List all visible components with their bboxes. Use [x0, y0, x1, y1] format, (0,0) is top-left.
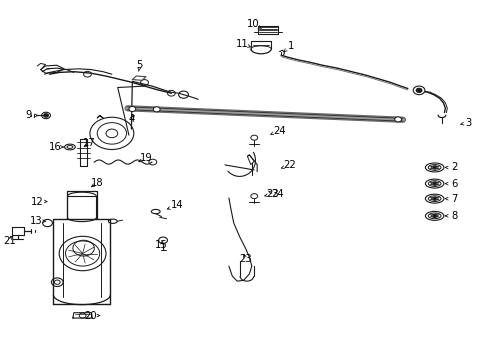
- Text: 9: 9: [26, 111, 32, 121]
- Circle shape: [415, 88, 421, 93]
- Text: 7: 7: [450, 194, 456, 204]
- Text: 2: 2: [450, 162, 456, 172]
- Text: 21: 21: [3, 236, 16, 246]
- Text: 4: 4: [128, 114, 134, 124]
- Text: 17: 17: [83, 139, 96, 148]
- Circle shape: [394, 117, 401, 122]
- Text: 5: 5: [136, 60, 142, 70]
- Circle shape: [43, 114, 48, 117]
- Text: 23: 23: [239, 254, 251, 264]
- Text: 10: 10: [246, 19, 259, 29]
- Circle shape: [153, 107, 160, 112]
- Text: 15: 15: [155, 240, 168, 250]
- Text: 24: 24: [273, 126, 285, 135]
- Text: 1: 1: [287, 41, 293, 50]
- Text: 23: 23: [266, 189, 279, 199]
- Circle shape: [432, 182, 436, 185]
- Circle shape: [432, 215, 436, 217]
- Text: 12: 12: [31, 197, 43, 207]
- Text: 24: 24: [271, 189, 284, 199]
- Text: 11: 11: [235, 39, 248, 49]
- Text: 8: 8: [450, 211, 456, 221]
- Text: 22: 22: [283, 160, 295, 170]
- Text: 18: 18: [91, 178, 103, 188]
- Text: 14: 14: [170, 200, 183, 210]
- Text: 13: 13: [29, 216, 42, 226]
- Text: 19: 19: [140, 153, 152, 163]
- Circle shape: [412, 86, 424, 95]
- Text: 20: 20: [84, 311, 97, 320]
- Text: 3: 3: [465, 118, 471, 128]
- Text: 16: 16: [49, 142, 61, 152]
- Text: 6: 6: [450, 179, 456, 189]
- Circle shape: [129, 107, 136, 112]
- Circle shape: [432, 197, 436, 200]
- Circle shape: [432, 166, 436, 169]
